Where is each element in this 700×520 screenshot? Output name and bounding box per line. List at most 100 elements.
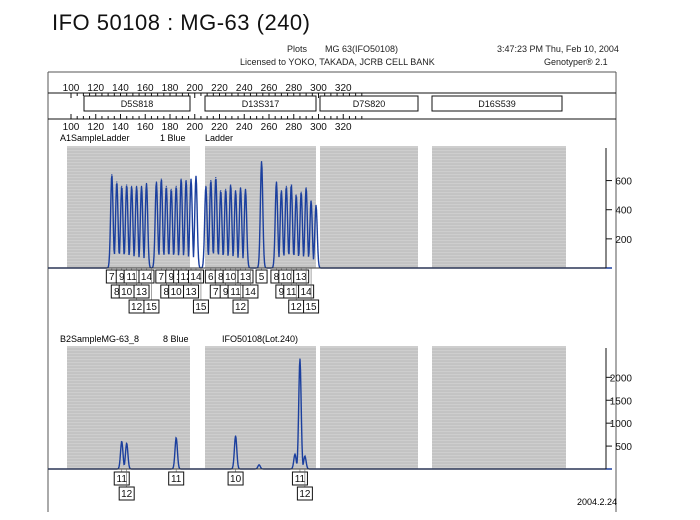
- peak-point: [116, 181, 118, 183]
- size-axis-bottom: 100 120 140 160 180 200 220 240 260 280 300 320: [48, 114, 616, 133]
- allele-box: [296, 486, 313, 501]
- peak-point: [310, 200, 312, 202]
- allele-label: 15: [195, 302, 207, 313]
- allele-label: 10: [121, 287, 133, 298]
- allele-box: [183, 284, 200, 299]
- allele-label: 13: [185, 287, 197, 298]
- axis-tick-label: 320: [335, 122, 352, 133]
- peak-point: [131, 185, 133, 187]
- peak-point: [315, 204, 317, 206]
- allele-box: [232, 299, 249, 314]
- allele-label: 13: [240, 272, 252, 283]
- header-datetime: 3:47:23 PM Thu, Feb 10, 2004: [497, 44, 619, 54]
- axis-tick-label: 260: [261, 122, 278, 133]
- marker-label: D16S539: [478, 99, 516, 109]
- axis-tick-label: 160: [137, 122, 154, 133]
- marker-label: D13S317: [242, 99, 280, 109]
- peak-point: [225, 188, 227, 190]
- peak-point: [175, 437, 177, 439]
- bin-shade: [320, 346, 418, 469]
- axis-tick-label: 280: [285, 83, 302, 94]
- b2-dye-label: 8 Blue: [163, 334, 189, 344]
- allele-label: 14: [301, 287, 313, 298]
- axis-tick-label: 180: [162, 122, 179, 133]
- y-tick-label: 500: [615, 442, 632, 453]
- header-file: MG 63(IFO50108): [325, 44, 399, 54]
- allele-label: 14: [245, 287, 257, 298]
- stamp-date: 2004.2.24: [577, 497, 617, 507]
- peak-point: [244, 188, 247, 190]
- axis-tick-label: 140: [112, 83, 129, 94]
- peak-point: [135, 185, 138, 187]
- y-tick-label: 2000: [610, 373, 633, 384]
- peak-point: [234, 435, 237, 437]
- allele-label: 10: [171, 287, 183, 298]
- axis-tick-label: 260: [261, 83, 278, 94]
- peak-point: [140, 185, 143, 187]
- a1-comment-label: Ladder: [205, 133, 233, 143]
- allele-box: [168, 471, 185, 486]
- allele-label: 12: [291, 302, 303, 313]
- allele-box: [255, 269, 268, 284]
- allele-box: [227, 471, 244, 486]
- peak-point: [180, 178, 182, 180]
- allele-box: [237, 269, 254, 284]
- peak-point: [165, 185, 167, 187]
- allele-box: [143, 299, 160, 314]
- bin-shade: [67, 346, 190, 469]
- axis-tick-label: 320: [335, 83, 352, 94]
- axis-tick-label: 280: [285, 122, 302, 133]
- allele-label: 12: [131, 302, 143, 313]
- header-software: Genotyper® 2.1: [544, 57, 608, 67]
- peak-point: [145, 182, 148, 185]
- peak-point: [299, 358, 301, 360]
- axis-tick-label: 240: [236, 122, 253, 133]
- peak-point: [260, 161, 263, 163]
- allele-box: [242, 284, 259, 299]
- allele-box: [298, 284, 315, 299]
- allele-label: 8: [114, 287, 120, 298]
- axis-tick-label: 100: [63, 122, 80, 133]
- peak-point: [280, 190, 282, 192]
- allele-label: 10: [281, 272, 293, 283]
- allele-label: 6: [208, 272, 214, 283]
- peak-point: [239, 187, 242, 189]
- y-tick-label: 600: [615, 177, 632, 188]
- peak-point: [300, 191, 302, 193]
- peak-point: [170, 188, 172, 190]
- allele-label: 13: [136, 287, 148, 298]
- bin-shade: [432, 346, 566, 469]
- marker-box: [204, 95, 317, 112]
- marker-label: D7S820: [353, 99, 386, 109]
- allele-label: 12: [299, 489, 311, 500]
- allele-box: [113, 471, 130, 486]
- peak-point: [160, 178, 162, 180]
- peak-point: [234, 190, 237, 192]
- page-title: IFO 50108 : MG-63 (240): [52, 10, 311, 35]
- allele-label: 14: [141, 272, 153, 283]
- header-plots: Plots: [287, 44, 308, 54]
- y-tick-label: 1500: [610, 396, 633, 407]
- peak-point: [126, 442, 128, 444]
- axis-tick-label: 300: [310, 122, 327, 133]
- bin-shade: [432, 146, 566, 268]
- allele-label: 11: [286, 287, 297, 298]
- allele-box: [187, 269, 204, 284]
- peak-point: [185, 179, 187, 182]
- allele-box: [291, 471, 308, 486]
- peak-point: [304, 455, 306, 457]
- a1-dye-label: 1 Blue: [160, 133, 186, 143]
- peak-point: [290, 184, 292, 186]
- bin-shade: [320, 146, 418, 268]
- peak-point: [126, 184, 128, 186]
- allele-label: 14: [190, 272, 202, 283]
- allele-label: 11: [117, 474, 128, 485]
- allele-box: [293, 269, 310, 284]
- b2-sample-label: B2SampleMG-63_8: [60, 334, 139, 344]
- axis-tick-label: 220: [211, 122, 228, 133]
- allele-box: [138, 269, 155, 284]
- axis-tick-label: 200: [186, 122, 203, 133]
- peak-point: [305, 187, 307, 189]
- peak-point: [258, 464, 260, 466]
